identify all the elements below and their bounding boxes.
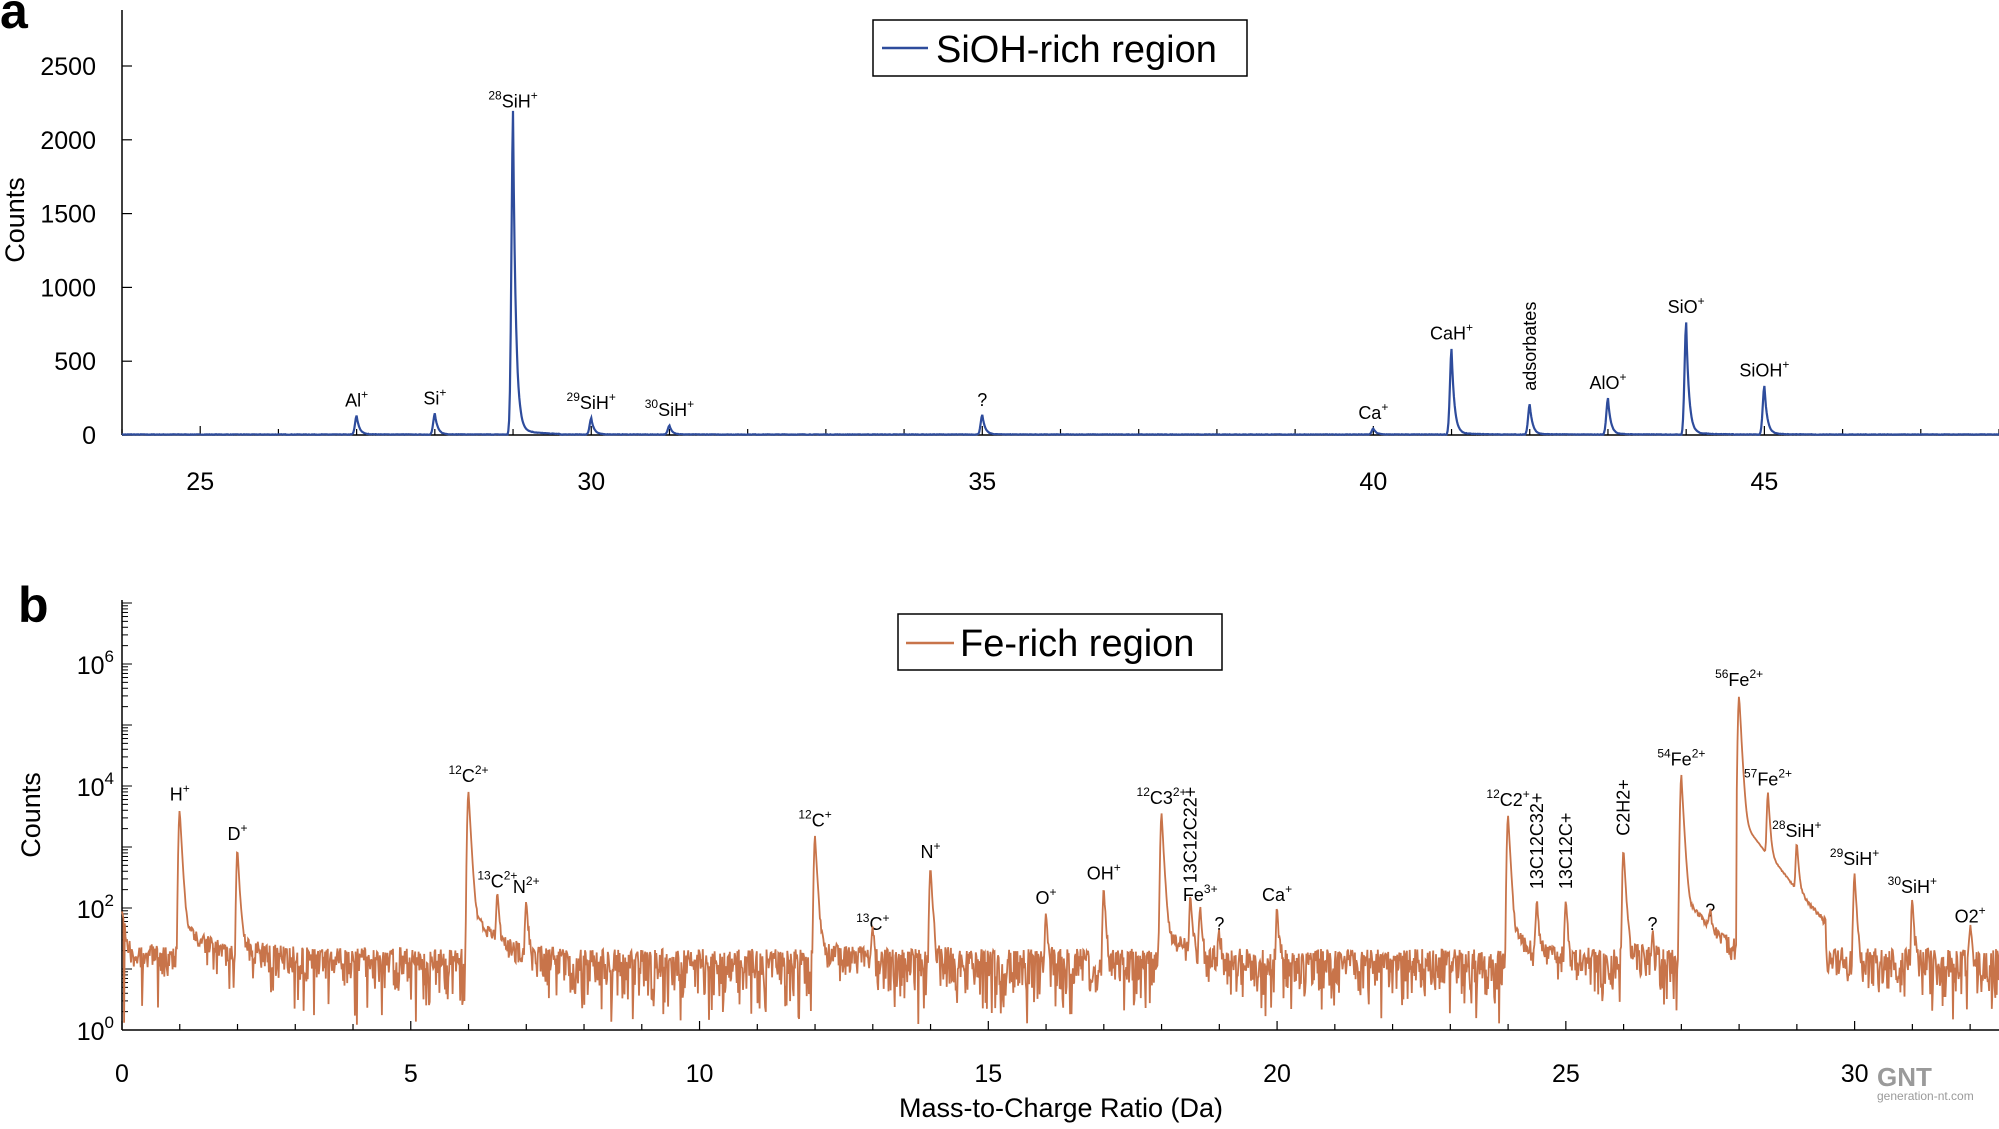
panel-b-ylabel: Counts [16, 772, 46, 858]
panel-a-x-tick-label: 25 [186, 468, 214, 496]
panel-b-peak-label: ? [1214, 914, 1224, 934]
panel-a-peak-label: SiO+ [1668, 294, 1705, 317]
panel-b-y-tick-label: 100 [77, 1013, 114, 1046]
panel-b-peak-label: 29SiH+ [1830, 846, 1879, 869]
panel-b-peak-label: 56Fe2+ [1715, 667, 1763, 690]
panel-b-peak-label: O2+ [1955, 903, 1986, 926]
panel-b-x-tick-label: 10 [686, 1060, 714, 1088]
panel-a-y-tick-label: 2000 [40, 127, 96, 155]
panel-letter-b: b [18, 577, 49, 633]
panel-a-peak-label: 29SiH+ [567, 390, 616, 413]
panel-b: b Counts Mass-to-Charge Ratio (Da) 0 5 10 1… [16, 577, 1999, 1123]
panel-a-peak-label: SiOH+ [1739, 357, 1789, 380]
panel-b-peak-label: N2+ [513, 874, 540, 897]
panel-b-legend: Fe-rich region [897, 613, 1223, 671]
panel-b-peak-label: 13C12C22+ [1180, 787, 1200, 884]
panel-a-x-tick-label: 40 [1359, 468, 1387, 496]
panel-b-peak-label: 30SiH+ [1888, 874, 1937, 897]
panel-b-peak-label: 13C12C+ [1556, 813, 1576, 890]
panel-b-x-tick-label: 15 [974, 1060, 1002, 1088]
panel-a-peak-label: Al+ [345, 388, 368, 411]
panel-a-x-tick-label: 35 [968, 468, 996, 496]
panel-b-peak-label: 12C2+ [448, 763, 488, 786]
panel-a-legend: SiOH-rich region [872, 19, 1248, 77]
panel-b-y-tick-label: 106 [77, 647, 114, 680]
panel-b-x-tick-label: 5 [404, 1060, 418, 1088]
panel-a-peak-label: Si+ [423, 385, 446, 408]
panel-b-xlabel: Mass-to-Charge Ratio (Da) [899, 1093, 1223, 1123]
panel-b-peak-label: OH+ [1087, 861, 1121, 884]
panel-b-spectrum-line [121, 696, 1999, 1025]
panel-a-x-tick-label: 30 [577, 468, 605, 496]
panel-a-peak-label: adsorbates [1520, 302, 1540, 391]
panel-b-peak-label: Ca+ [1262, 882, 1292, 905]
panel-b-peak-label: O+ [1036, 885, 1057, 908]
panel-b-peak-label: 57Fe2+ [1744, 766, 1792, 789]
panel-b-x-tick-label: 20 [1263, 1060, 1291, 1088]
panel-b-peak-labels: H+D+12C2+13C2+N2+12C+13C+N+O+OH+12C32+13… [170, 667, 1986, 934]
panel-a-y-tick-label: 2500 [40, 53, 96, 81]
panel-b-peak-label: 28SiH+ [1772, 818, 1821, 841]
watermark: GNT generation-nt.com [1877, 1062, 1974, 1103]
panel-b-peak-label: 13C2+ [477, 868, 517, 891]
panel-b-peak-label: C2H2+ [1614, 779, 1634, 836]
panel-a-legend-label: SiOH-rich region [936, 29, 1217, 71]
panel-b-peak-label: H+ [170, 781, 190, 804]
panel-a-peak-label: ? [977, 390, 987, 410]
panel-b-x-tick-label: 25 [1552, 1060, 1580, 1088]
panel-a-legend-box [872, 19, 1248, 77]
panel-a-y-tick-label: 500 [54, 348, 96, 376]
panel-a-y-tick-label: 1500 [40, 201, 96, 229]
panel-b-peak-label: N+ [921, 839, 941, 862]
panel-a: a Counts 25 30 35 40 4505001000150020002500 … [0, 0, 1999, 496]
panel-b-y-tick-label: 104 [77, 769, 114, 802]
panel-letter-a: a [0, 0, 29, 39]
panel-b-peak-label: 12C+ [798, 807, 831, 830]
panel-b-peak-label: Fe3+ [1183, 882, 1218, 905]
panel-b-ticks: 0 5 10 15 20 25 30 100 102 104 106 [77, 602, 1971, 1088]
panel-b-y-tick-label: 102 [77, 891, 114, 924]
panel-b-peak-label: 12C2+ [1486, 787, 1529, 810]
panel-b-x-tick-label: 30 [1841, 1060, 1869, 1088]
panel-a-peak-label: 28SiH+ [488, 89, 537, 112]
panel-b-peak-label: 12C32+ [1137, 785, 1187, 808]
panel-b-legend-label: Fe-rich region [960, 623, 1194, 665]
panel-b-peak-label: 54Fe2+ [1657, 746, 1705, 769]
panel-b-x-tick-label: 0 [115, 1060, 129, 1088]
watermark-site: generation-nt.com [1877, 1089, 1974, 1103]
panel-a-ylabel: Counts [0, 177, 30, 263]
panel-a-peak-label: CaH+ [1430, 320, 1473, 343]
panel-a-peak-label: AlO+ [1589, 370, 1626, 393]
panel-b-peak-label: ? [1647, 914, 1657, 934]
panel-a-spectrum-line [121, 110, 1999, 436]
panel-a-peak-labels: Al+ Si+ 28SiH+ 29SiH+ 30SiH+ ? Ca+ CaH+ adsorbat… [345, 89, 1789, 423]
panel-a-y-tick-label: 0 [82, 422, 96, 450]
panel-a-ticks: 25 30 35 40 45 0 500 1000 1500 2000 2500 [40, 53, 1999, 496]
panel-a-x-tick-label: 45 [1750, 468, 1778, 496]
panel-a-y-tick-label: 1000 [40, 274, 96, 302]
panel-b-peak-label: D+ [227, 821, 247, 844]
panel-a-peak-label: Ca+ [1358, 400, 1388, 423]
panel-b-peak-label: 13C12C32+ [1527, 793, 1547, 890]
watermark-logo: GNT [1877, 1062, 1932, 1092]
panel-a-peak-label: 30SiH+ [645, 397, 694, 420]
